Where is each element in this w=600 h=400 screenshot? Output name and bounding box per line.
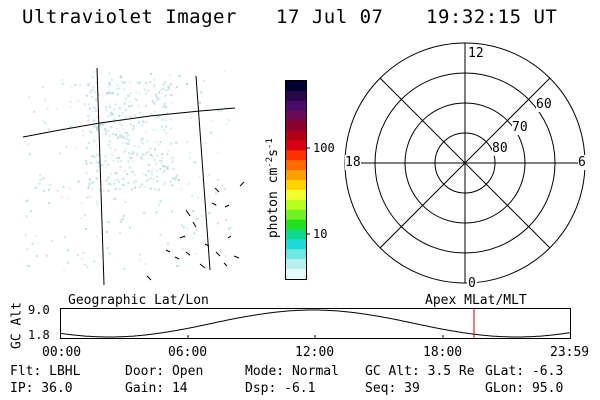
status-door: Door: Open [125,364,204,379]
colorbar-cell [286,180,306,191]
colorbar-label: photon cm-2s-1 [264,138,282,239]
lat-label-60: 60 [536,97,552,112]
colorbar-cell [286,239,306,250]
apex-caption: Apex MLat/MLT [425,293,527,308]
colorbar [285,80,310,280]
status-ip: IP: 36.0 [10,381,73,396]
colorbar-cell [286,269,306,280]
xtick-2359: 23:59 [550,345,590,360]
geographic-caption: Geographic Lat/Lon [68,293,209,308]
mlt-label-18: 18 [345,155,361,170]
altitude-curve [60,309,571,338]
polar-plot [344,42,586,284]
colorbar-cell [286,120,306,131]
colorbar-cell [286,209,306,221]
colorbar-cell [286,219,306,230]
time-label: 19:32:15 UT [426,6,558,28]
instrument-title: Ultraviolet Imager [22,6,237,28]
status-seq: Seq: 39 [365,381,420,396]
status-gc-alt: GC Alt: 3.5 Re [365,364,475,379]
lat-line [22,107,236,138]
mlt-label-12: 12 [467,46,485,61]
lat-label-70: 70 [512,120,528,135]
lon-line-left [96,67,105,286]
uv-emission-speckle [24,70,233,271]
status-glat: GLat: -6.3 [485,364,564,379]
altitude-ytick-bottom: 1.8 [28,328,50,342]
colorbar-cell [286,189,306,201]
mlt-label-6: 6 [578,155,586,170]
altitude-plot [60,308,571,339]
mlt-line-diag2 [379,77,551,249]
altitude-plot-frame [60,308,571,339]
status-dsp: Dsp: -6.1 [245,381,316,396]
altitude-ylabel: GC Alt [9,302,25,349]
lat-label-80: 80 [492,141,508,156]
colorbar-cell [286,160,306,171]
colorbar-cell [286,90,306,102]
altitude-ytick-top: 9.0 [28,303,50,317]
colorbar-cell [286,81,306,92]
colorbar-cell [286,199,306,211]
colorbar-tick-label-100: 100 [313,141,335,155]
colorbar-cell [286,110,306,122]
xtick-1800: 18:00 [423,345,463,360]
xtick-0000: 00:00 [42,345,82,360]
colorbar-cell [286,100,306,112]
mlt-label-0: 0 [467,276,477,291]
lon-line-right [195,75,211,271]
status-flt: Flt: LBHL [10,364,81,379]
status-mode: Mode: Normal [245,364,339,379]
date-label: 17 Jul 07 [276,6,384,28]
coastline [146,181,245,281]
status-glon: GLon: 95.0 [485,381,564,396]
status-gain: Gain: 14 [125,381,188,396]
colorbar-cell [286,249,306,260]
colorbar-cell [286,140,306,151]
colorbar-cell [286,259,306,270]
xtick-1200: 12:00 [295,345,335,360]
colorbar-cell [286,170,306,181]
colorbar-cell [286,150,306,161]
colorbar-cell [286,229,306,240]
colorbar-cell [286,130,306,141]
xtick-0600: 06:00 [168,345,208,360]
colorbar-tick-label-10: 10 [313,227,328,241]
